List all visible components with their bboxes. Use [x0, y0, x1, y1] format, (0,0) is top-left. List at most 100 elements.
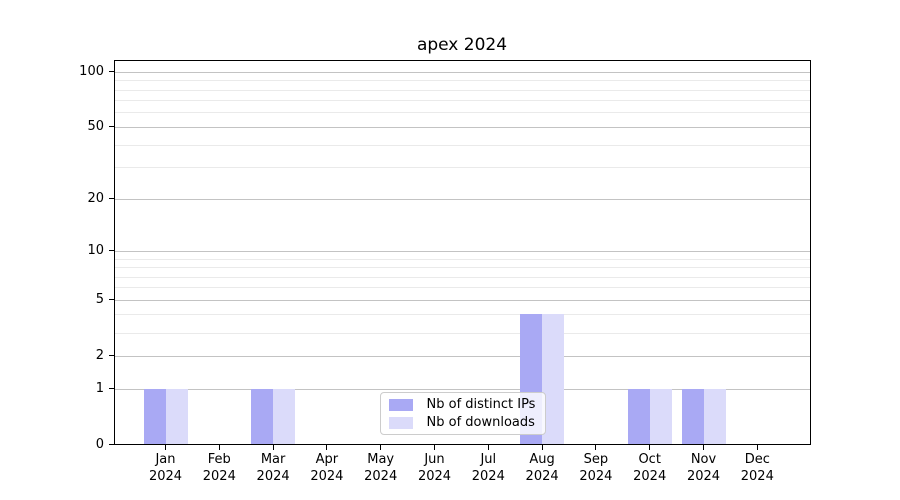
legend-label: Nb of distinct IPs: [426, 397, 536, 412]
x-tick-year: 2024: [256, 469, 290, 484]
bar-aug-downloads: [542, 314, 565, 444]
x-tick-mark: [756, 445, 758, 450]
y-tick-label: 20: [87, 191, 104, 207]
x-tick-month: May: [367, 452, 395, 467]
gridline-major: [114, 388, 810, 390]
x-tick-mark: [380, 445, 382, 450]
x-tick-month: Sep: [583, 452, 609, 467]
x-tick-year: 2024: [525, 469, 559, 484]
gridline-major: [114, 299, 810, 301]
x-tick-label: Apr 2024: [297, 451, 357, 485]
gridline-minor: [114, 144, 810, 146]
y-tick-label: 10: [87, 243, 104, 259]
x-tick-year: 2024: [417, 469, 452, 484]
y-tick-label: 50: [87, 119, 104, 135]
x-tick-label: Sep 2024: [566, 451, 626, 485]
x-tick-month: Mar: [260, 452, 286, 467]
y-tick-label: 5: [95, 292, 104, 308]
x-tick-mark: [703, 445, 704, 450]
bar-oct-distinct-ips: [627, 388, 650, 444]
x-tick-year: 2024: [148, 469, 183, 484]
gridline-minor: [114, 332, 810, 334]
gridline-minor: [114, 276, 810, 278]
legend-swatch-icon: [388, 398, 413, 411]
legend: Nb of distinct IPs Nb of downloads: [379, 392, 546, 435]
bar-jan-distinct-ips: [143, 388, 166, 444]
x-tick-mark: [218, 445, 220, 450]
x-tick-label: Jun 2024: [405, 451, 465, 485]
bar-oct-downloads: [649, 388, 672, 444]
y-tick-mark: [108, 250, 114, 252]
bar-nov-distinct-ips: [681, 388, 704, 444]
x-tick-label: Oct 2024: [620, 451, 680, 485]
legend-entry: Nb of distinct IPs: [388, 397, 537, 412]
gridline-major: [114, 355, 810, 357]
x-tick-year: 2024: [310, 469, 344, 484]
bar-jan-downloads: [165, 388, 188, 444]
bar-mar-distinct-ips: [251, 388, 274, 444]
x-tick-year: 2024: [579, 469, 613, 484]
x-tick-year: 2024: [471, 469, 505, 484]
gridline-minor: [114, 167, 810, 169]
x-tick-label: Jan 2024: [136, 451, 196, 485]
gridline-minor: [114, 314, 810, 316]
gridline-major: [114, 250, 810, 252]
x-tick-year: 2024: [740, 469, 774, 484]
bar-nov-downloads: [703, 388, 726, 444]
y-tick-label: 100: [79, 64, 104, 80]
y-tick-mark: [108, 71, 114, 73]
x-tick-mark: [487, 445, 489, 450]
x-tick-mark: [272, 445, 274, 450]
y-tick-mark: [108, 355, 114, 357]
y-tick-mark: [108, 444, 114, 445]
x-tick-month: Jun: [424, 452, 445, 467]
x-tick-month: Oct: [638, 452, 661, 467]
chart-title: apex 2024: [416, 35, 508, 55]
x-tick-mark: [649, 445, 651, 450]
x-tick-label: Aug 2024: [512, 451, 572, 485]
x-tick-year: 2024: [633, 469, 667, 484]
gridline-minor: [114, 287, 810, 289]
x-tick-year: 2024: [364, 469, 398, 484]
x-tick-label: Mar 2024: [243, 451, 303, 485]
gridline-major: [114, 71, 810, 73]
x-tick-month: Nov: [690, 452, 717, 467]
x-tick-month: Aug: [529, 452, 555, 467]
gridline-major: [114, 126, 810, 128]
legend-swatch-icon: [388, 416, 413, 429]
y-tick-mark: [108, 198, 114, 200]
legend-entry: Nb of downloads: [388, 415, 537, 430]
x-tick-month: Apr: [315, 452, 339, 467]
x-tick-month: Feb: [207, 452, 231, 467]
x-tick-month: Jul: [480, 452, 497, 467]
x-tick-year: 2024: [686, 469, 721, 484]
gridline-major: [114, 198, 810, 200]
gridline-minor: [114, 258, 810, 260]
x-tick-mark: [595, 445, 597, 450]
legend-label: Nb of downloads: [426, 415, 535, 430]
x-tick-month: Dec: [744, 452, 770, 467]
x-tick-mark: [326, 445, 328, 450]
y-tick-label: 0: [95, 437, 104, 452]
gridline-minor: [114, 80, 810, 82]
bar-mar-downloads: [273, 388, 296, 444]
plot-area: Nb of distinct IPs Nb of downloads: [113, 60, 811, 445]
y-tick-label: 2: [95, 348, 104, 364]
y-tick-mark: [108, 126, 114, 128]
gridline-minor: [114, 112, 810, 114]
y-tick-label: 1: [95, 381, 104, 396]
x-tick-mark: [434, 445, 435, 450]
x-tick-mark: [541, 445, 543, 450]
x-tick-label: May 2024: [351, 451, 411, 485]
gridline-minor: [114, 100, 810, 102]
gridline-minor: [114, 267, 810, 268]
x-tick-label: Dec 2024: [727, 451, 787, 485]
gridline-minor: [114, 89, 810, 91]
y-tick-mark: [108, 388, 114, 389]
y-tick-mark: [108, 299, 114, 301]
x-tick-month: Jan: [155, 452, 176, 467]
x-tick-label: Jul 2024: [458, 451, 518, 485]
x-tick-label: Nov 2024: [674, 451, 734, 485]
x-tick-mark: [165, 445, 166, 450]
